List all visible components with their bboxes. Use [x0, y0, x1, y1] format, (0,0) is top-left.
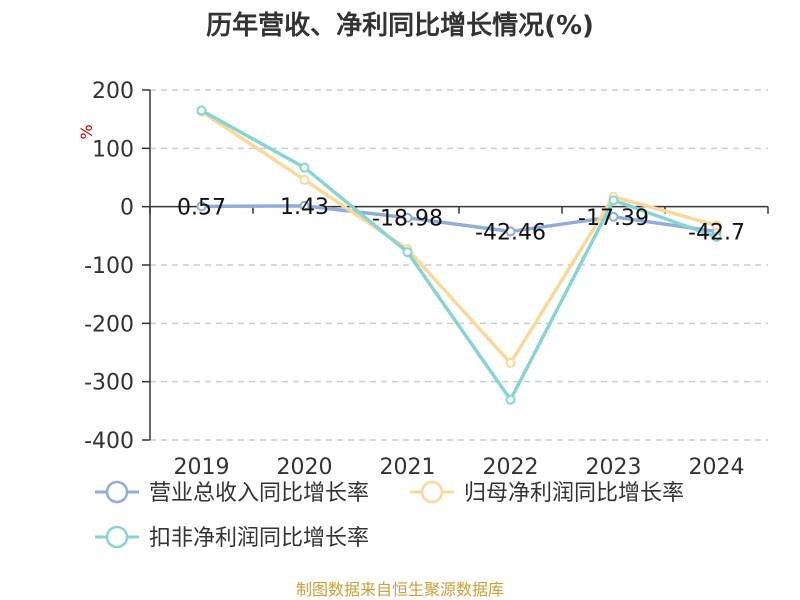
- legend-marker: [105, 525, 129, 549]
- axes: 200 100 0 -100 -200 -300 -400 2019 2020 2021 2022 2…: [84, 79, 769, 480]
- data-point: [402, 212, 413, 223]
- legend-label: 归母净利润同比增长率: [464, 481, 684, 506]
- data-label: -42.7: [688, 221, 745, 246]
- data-label: -18.98: [372, 207, 443, 232]
- data-point: [299, 200, 310, 211]
- data-labels: 0.57 1.43 -18.98 -42.46 -17.39 -42.7: [177, 195, 745, 246]
- data-label: -42.46: [475, 220, 546, 245]
- legend-marker: [420, 480, 444, 504]
- x-tick-label: 2020: [277, 455, 333, 480]
- data-point: [608, 211, 619, 222]
- x-tick-label: 2024: [689, 455, 745, 480]
- x-tick-label: 2021: [380, 455, 436, 480]
- data-point: [711, 232, 722, 242]
- y-tick-label: -300: [84, 371, 134, 396]
- data-point: [299, 174, 310, 185]
- y-tick-label: 200: [92, 79, 134, 104]
- data-label: -17.39: [578, 206, 649, 231]
- data-point: [196, 201, 207, 212]
- data-point: [505, 358, 516, 368]
- data-point: [505, 394, 516, 405]
- y-axis-label: %: [77, 124, 96, 139]
- legend-marker: [105, 480, 129, 504]
- x-tick-label: 2023: [586, 455, 642, 480]
- grid-lines: [150, 89, 768, 441]
- legend-label: 扣非净利润同比增长率: [149, 526, 369, 551]
- data-point: [711, 220, 722, 231]
- y-tick-label: -400: [84, 429, 134, 454]
- data-point: [402, 247, 413, 258]
- series-line-2: [200, 110, 717, 365]
- source-note: 制图数据来自恒生聚源数据库: [296, 580, 504, 599]
- y-tick-label: -200: [84, 312, 134, 337]
- data-label: 0.57: [177, 195, 226, 220]
- series-line-1: [201, 204, 717, 234]
- y-tick-label: 0: [120, 196, 134, 221]
- data-label: 1.43: [280, 195, 329, 220]
- x-tick-label: 2019: [174, 455, 230, 480]
- data-point: [608, 195, 619, 206]
- x-tick-label: 2022: [483, 455, 539, 480]
- series-line-3: [200, 108, 718, 402]
- series-group: [196, 105, 722, 405]
- data-point: [299, 162, 310, 173]
- chart-title: 历年营收、净利同比增长情况(%): [206, 10, 594, 41]
- y-tick-label: -100: [84, 254, 134, 279]
- y-tick-label: 100: [92, 137, 134, 162]
- data-point: [196, 105, 207, 116]
- data-point: [505, 226, 516, 237]
- legend-label: 营业总收入同比增长率: [149, 481, 369, 506]
